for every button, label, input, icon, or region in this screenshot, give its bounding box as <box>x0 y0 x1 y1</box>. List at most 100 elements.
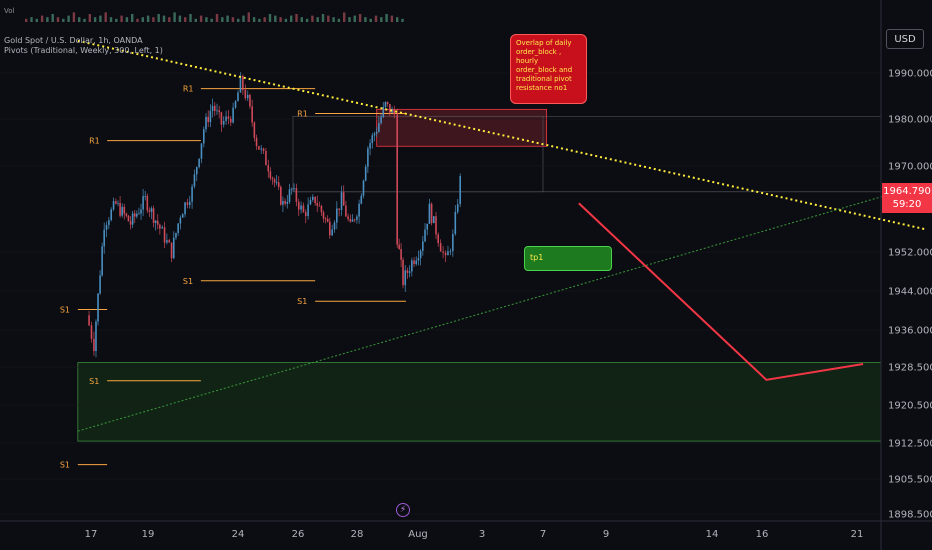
candle-body <box>417 258 420 261</box>
tp1-box[interactable]: tp1 <box>524 246 612 271</box>
candle-body <box>386 102 389 104</box>
pivot-label: R1 <box>89 137 100 146</box>
candle-body <box>200 143 203 159</box>
currency-button[interactable]: USD <box>886 29 924 49</box>
volume-bar <box>242 15 245 22</box>
volume-bar <box>46 17 49 22</box>
symbol-title[interactable]: Gold Spot / U.S. Dollar, 1h, OANDA <box>4 36 143 45</box>
callout-note[interactable]: Overlap of daily order_block , hourly or… <box>510 34 587 104</box>
candle-body <box>380 116 382 124</box>
candle-body <box>415 260 418 265</box>
candle-body <box>93 338 95 352</box>
volume-bar <box>136 18 139 22</box>
candle-body <box>322 212 325 219</box>
resistance-zone <box>376 108 548 147</box>
candle-body <box>447 251 449 256</box>
volume-bar <box>300 17 303 22</box>
candle-body <box>300 205 302 210</box>
candle-body <box>232 107 234 123</box>
candle-body <box>271 178 274 180</box>
candle-body <box>237 92 239 102</box>
candle-body <box>211 105 214 111</box>
candle-body <box>127 215 130 222</box>
candle-body <box>454 211 457 234</box>
candle-body <box>449 250 452 252</box>
candle-body <box>105 224 108 230</box>
candle-body <box>282 201 284 205</box>
candle-body <box>220 112 223 125</box>
time-tick-label: 19 <box>142 529 155 540</box>
candle-body <box>112 201 115 210</box>
volume-bar <box>390 15 394 22</box>
candle-body <box>216 110 218 112</box>
candle-body <box>244 89 247 99</box>
volume-bar <box>56 17 60 22</box>
candle-body <box>188 201 191 206</box>
volume-bar <box>173 12 176 22</box>
candle-body <box>110 209 113 221</box>
pivot-label: S1 <box>183 277 193 286</box>
candle-body <box>295 188 298 202</box>
candle-body <box>336 208 338 223</box>
candle-body <box>400 249 402 260</box>
time-tick-label: 24 <box>232 529 245 540</box>
lightning-icon[interactable]: ⚡ <box>396 503 410 517</box>
candle-body <box>340 192 343 210</box>
volume-bar <box>120 15 123 22</box>
candle-body <box>225 116 227 122</box>
volume-bar <box>343 12 346 22</box>
candle-body <box>101 246 103 276</box>
candle-body <box>408 271 411 273</box>
candle-body <box>115 201 117 204</box>
volume-bar <box>247 12 250 22</box>
pivot-label: S1 <box>89 377 99 386</box>
volume-bar <box>88 14 91 22</box>
candle-body <box>302 205 305 213</box>
candle-body <box>320 205 323 213</box>
candle-body <box>307 204 309 217</box>
candle-body <box>222 121 225 125</box>
candle-body <box>353 219 356 221</box>
candle-body <box>140 209 142 214</box>
candle-body <box>347 216 349 220</box>
candle-body <box>166 240 168 243</box>
candle-body <box>156 220 159 225</box>
candle-body <box>195 167 198 175</box>
time-tick-label: 26 <box>292 529 305 540</box>
indicator-legend[interactable]: Pivots (Traditional, Weekly, 300, Left, … <box>4 46 163 55</box>
volume-bar <box>62 18 65 22</box>
volume-bar <box>168 17 171 22</box>
candle-body <box>108 220 110 225</box>
volume-bar <box>115 18 118 22</box>
candle-body <box>136 213 138 217</box>
time-tick-label: 21 <box>851 529 864 540</box>
volume-bar <box>30 17 33 22</box>
volume-bar <box>215 14 219 22</box>
candle-body <box>154 220 157 223</box>
candle-body <box>170 242 173 259</box>
volume-bar <box>51 14 54 22</box>
volume-bar <box>83 18 86 22</box>
volume-bar <box>332 17 335 22</box>
candle-body <box>148 210 151 212</box>
candle-body <box>131 213 134 225</box>
time-tick-label: 17 <box>85 529 98 540</box>
candle-body <box>142 196 144 210</box>
candle-body <box>90 325 93 339</box>
candle-body <box>150 208 153 212</box>
bar-countdown: 59:20 <box>892 199 922 210</box>
volume-bar <box>337 18 341 22</box>
candle-body <box>304 212 307 217</box>
candle-body <box>314 196 316 204</box>
candle-body <box>121 206 123 216</box>
candle-body <box>345 205 347 217</box>
volume-bar <box>210 18 213 22</box>
candle-body <box>168 240 171 243</box>
candle-body <box>426 223 429 230</box>
candle-body <box>146 195 149 211</box>
candle-body <box>255 137 258 147</box>
volume-bar <box>99 15 102 22</box>
price-tick-label: 1980.000 <box>888 115 932 126</box>
candle-body <box>452 233 454 251</box>
